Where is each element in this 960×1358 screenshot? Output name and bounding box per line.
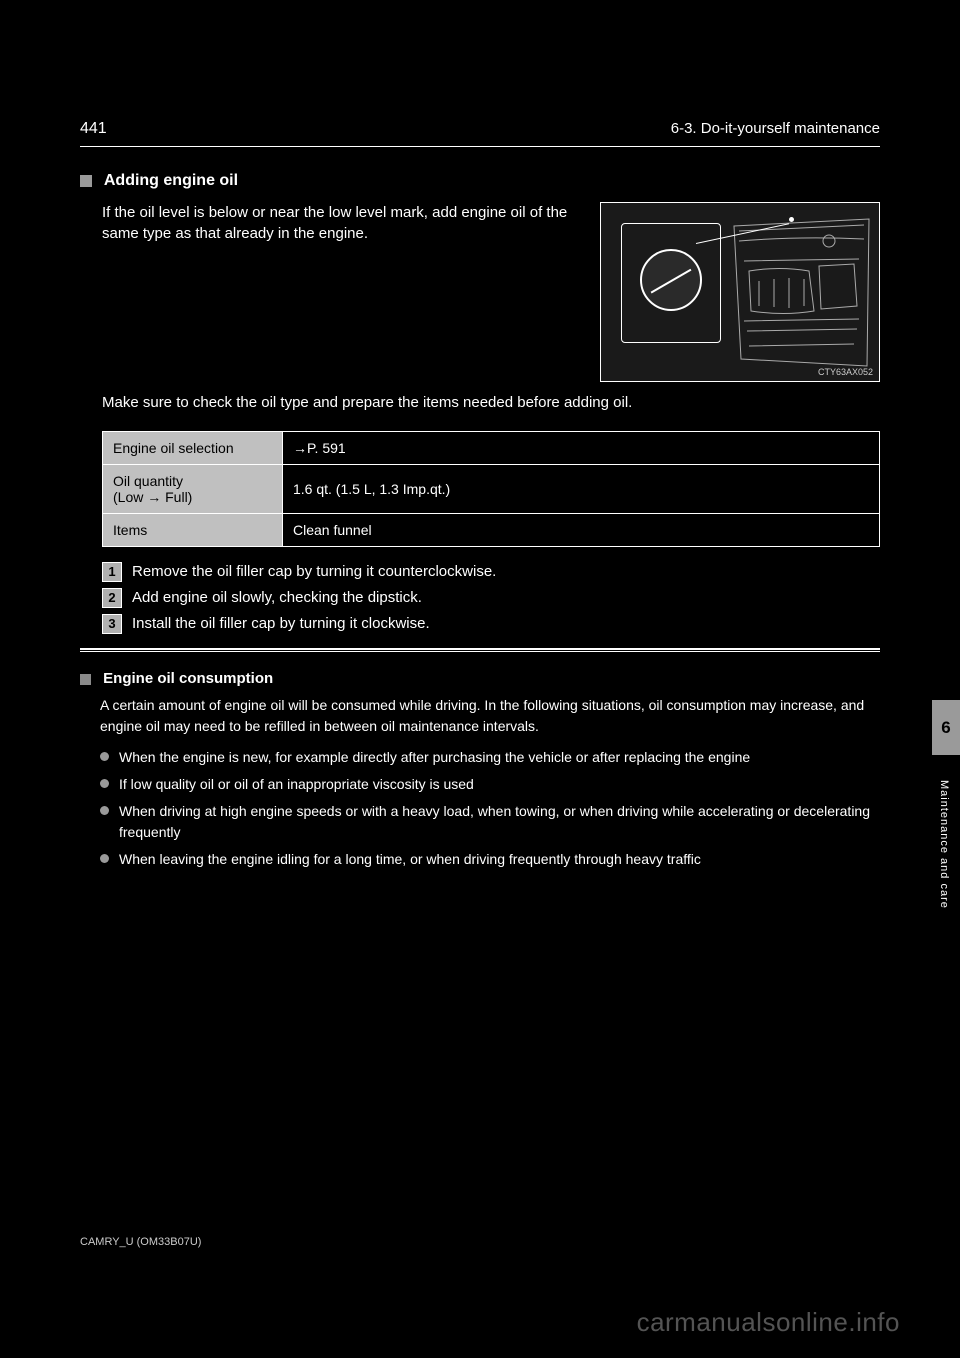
section-divider [80, 648, 880, 652]
adding-oil-title: Adding engine oil [80, 172, 880, 190]
page-container: 441 6-3. Do-it-yourself maintenance Addi… [0, 0, 960, 916]
spec-label-oil-selection: Engine oil selection [103, 432, 283, 465]
step-row: 1 Remove the oil filler cap by turning i… [102, 561, 880, 582]
step-1-text: Remove the oil filler cap by turning it … [132, 561, 496, 582]
bullet-icon [100, 854, 109, 863]
chapter-tab: 6 [932, 700, 960, 755]
spec-value-oil-selection: →P. 591 [283, 432, 880, 465]
adding-oil-text-block: If the oil level is below or near the lo… [80, 202, 600, 382]
spec-label-oil-quantity: Oil quantity (Low → Full) [103, 465, 283, 514]
bullet-text-3: When driving at high engine speeds or wi… [119, 801, 880, 843]
bullet-item: When the engine is new, for example dire… [80, 747, 880, 768]
spec-table: Engine oil selection →P. 591 Oil quantit… [102, 431, 880, 547]
section-header: 6-3. Do-it-yourself maintenance [671, 120, 880, 137]
engine-bay-drawing [729, 211, 874, 371]
table-row: Engine oil selection →P. 591 [103, 432, 880, 465]
adding-oil-title-text: Adding engine oil [104, 172, 238, 189]
bullet-icon [100, 779, 109, 788]
bullet-text-2: If low quality oil or oil of an inapprop… [119, 774, 474, 795]
bullet-text-4: When leaving the engine idling for a lon… [119, 849, 701, 870]
step-3-text: Install the oil filler cap by turning it… [132, 613, 430, 634]
square-marker-icon [80, 175, 92, 187]
numbered-steps: 1 Remove the oil filler cap by turning i… [80, 561, 880, 634]
table-row: Oil quantity (Low → Full) 1.6 qt. (1.5 L… [103, 465, 880, 514]
page-number: 441 [80, 120, 107, 138]
watermark-text: carmanualsonline.info [637, 1307, 900, 1338]
bullet-text-1: When the engine is new, for example dire… [119, 747, 750, 768]
consumption-title: Engine oil consumption [80, 670, 880, 687]
spec-label-items: Items [103, 514, 283, 547]
header-divider [80, 146, 880, 147]
step-number-2-icon: 2 [102, 588, 122, 608]
consumption-para: A certain amount of engine oil will be c… [80, 695, 880, 737]
step-row: 3 Install the oil filler cap by turning … [102, 613, 880, 634]
bullet-icon [100, 806, 109, 815]
square-marker-icon [80, 674, 91, 685]
footer-model-code: CAMRY_U (OM33B07U) [80, 1236, 201, 1248]
table-row: Items Clean funnel [103, 514, 880, 547]
main-content: Adding engine oil If the oil level is be… [80, 172, 880, 870]
callout-dot [789, 217, 794, 222]
chapter-tab-number: 6 [941, 718, 950, 738]
bullet-item: When driving at high engine speeds or wi… [80, 801, 880, 843]
bullet-icon [100, 752, 109, 761]
bullet-item: If low quality oil or oil of an inapprop… [80, 774, 880, 795]
chapter-side-label: Maintenance and care [938, 780, 950, 909]
spec-value-oil-quantity: 1.6 qt. (1.5 L, 1.3 Imp.qt.) [283, 465, 880, 514]
step-row: 2 Add engine oil slowly, checking the di… [102, 587, 880, 608]
spec-value-items: Clean funnel [283, 514, 880, 547]
adding-oil-row: If the oil level is below or near the lo… [80, 202, 880, 382]
page-header: 441 6-3. Do-it-yourself maintenance [80, 120, 880, 138]
step-number-1-icon: 1 [102, 562, 122, 582]
consumption-title-text: Engine oil consumption [103, 670, 273, 687]
bullet-item: When leaving the engine idling for a lon… [80, 849, 880, 870]
engine-diagram: CTY63AX052 [600, 202, 880, 382]
adding-oil-para1: If the oil level is below or near the lo… [80, 202, 580, 244]
oil-cap-icon [640, 249, 702, 311]
step-2-text: Add engine oil slowly, checking the dips… [132, 587, 422, 608]
engine-bay-svg [729, 211, 874, 371]
step-number-3-icon: 3 [102, 614, 122, 634]
image-reference-code: CTY63AX052 [818, 367, 873, 377]
adding-oil-para2: Make sure to check the oil type and prep… [80, 392, 880, 413]
